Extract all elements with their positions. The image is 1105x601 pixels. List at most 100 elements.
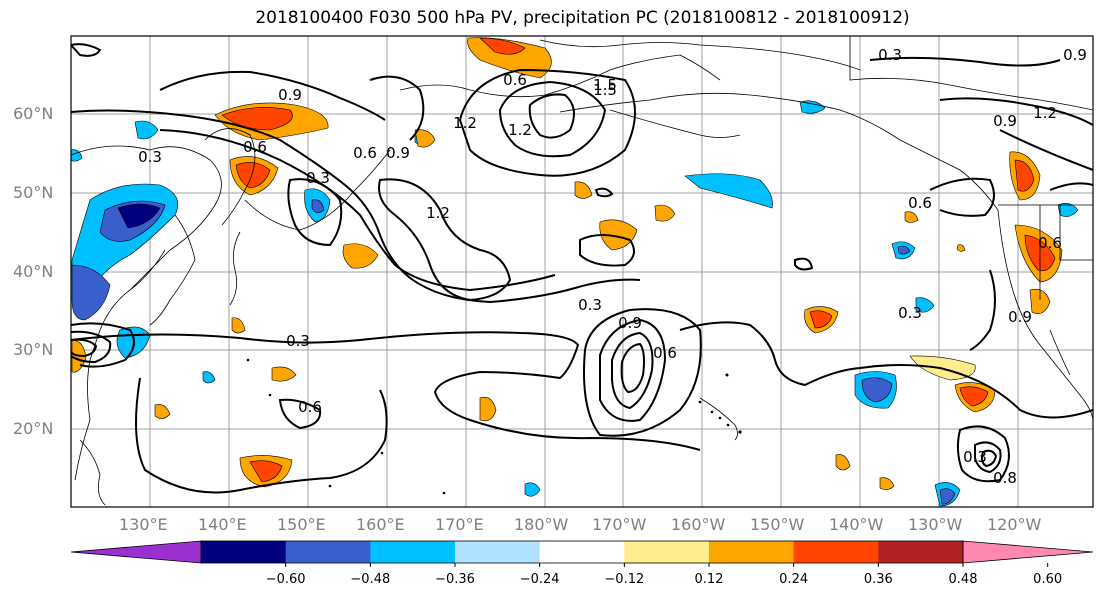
pv-contour <box>71 322 135 368</box>
contour-label: 1.2 <box>426 204 450 222</box>
contour-label: 0.9 <box>1063 46 1087 64</box>
colorbar-tick-label: −0.24 <box>519 572 560 587</box>
precip-pos-area <box>154 404 171 419</box>
colorbar-segment <box>793 541 879 563</box>
pv-contour <box>369 75 425 141</box>
contour-label: 0.3 <box>578 296 602 314</box>
pv-contour <box>794 257 814 271</box>
pv-contour <box>939 97 1093 126</box>
pv-contour <box>679 321 1093 419</box>
precip-pos-area <box>271 366 297 382</box>
longitude-label: 140°W <box>829 515 884 534</box>
contour-label: 1.2 <box>508 121 532 139</box>
contour-label: 0.3 <box>286 332 310 350</box>
precip-pos-area <box>654 204 676 222</box>
longitude-label: 120°W <box>987 515 1042 534</box>
contour-label: 0.8 <box>993 469 1017 487</box>
longitude-label: 180°W <box>514 515 569 534</box>
pv-contour <box>969 269 996 351</box>
colorbar-extend-low <box>70 540 202 564</box>
pv-contour <box>528 93 575 139</box>
precip-pos-area <box>479 37 526 55</box>
precip-neg-area <box>915 297 935 313</box>
contour-label: 0.9 <box>278 86 302 104</box>
latitude-label: 50°N <box>13 183 54 202</box>
contour-label: 1.5 <box>593 76 617 94</box>
precip-pos-area <box>599 219 638 251</box>
contour-label: 0.3 <box>963 448 987 466</box>
latitude-label: 60°N <box>13 104 54 123</box>
pv-contour <box>981 449 998 468</box>
colorbar-segment <box>709 541 795 563</box>
coastlines <box>71 36 1093 506</box>
coastline-japan <box>149 214 196 326</box>
coastline-kamchatka <box>204 128 256 226</box>
longitude-label: 130°W <box>908 515 963 534</box>
precip-negative-areas <box>71 100 1079 507</box>
contour-label: 0.3 <box>898 304 922 322</box>
coastline-asia <box>71 145 222 481</box>
latitude-label: 30°N <box>13 340 54 359</box>
coastline-arctic <box>539 39 861 71</box>
contour-label: 0.3 <box>138 148 162 166</box>
longitude-label: 130°E <box>119 515 168 534</box>
pv-contour <box>620 342 645 394</box>
colorbar-frame <box>200 540 964 564</box>
precip-neg-area <box>897 245 911 255</box>
pv-contour <box>594 187 614 198</box>
coastline-aleutians <box>609 109 741 138</box>
graticule <box>71 36 1093 507</box>
precip-neg-area <box>684 173 773 209</box>
pv-contour <box>611 331 654 410</box>
colorbar-tick-label: 0.60 <box>1033 572 1063 587</box>
precip-pos-area <box>904 211 919 223</box>
colorbar-tick-label: −0.48 <box>350 572 391 587</box>
precip-pos-area <box>1029 288 1051 314</box>
precip-pos-area <box>414 129 436 148</box>
colorbar-tick-label: 0.36 <box>863 572 893 587</box>
precip-pos-area <box>574 181 593 199</box>
pv-contour <box>71 331 701 451</box>
contour-label: 0.9 <box>993 112 1017 130</box>
pv-contour <box>498 80 607 158</box>
pv-contours <box>71 43 1093 494</box>
precip-neg-area <box>799 100 826 114</box>
contour-label: 0.9 <box>618 314 642 332</box>
longitude-label: 160°E <box>356 515 405 534</box>
longitude-label: 150°W <box>750 515 805 534</box>
longitude-label: 160°W <box>671 515 726 534</box>
contour-label: 1.2 <box>1033 104 1057 122</box>
precip-neg-area <box>311 199 325 213</box>
pv-contour <box>135 377 388 494</box>
latitude-label: 20°N <box>13 419 54 438</box>
precip-pos-area <box>231 317 246 334</box>
contour-label: 0.3 <box>306 169 330 187</box>
pv-contour <box>287 178 343 247</box>
pv-contour <box>71 109 641 304</box>
precip-positive-areas <box>71 37 1063 490</box>
colorbar-segment <box>455 541 541 563</box>
coastline-hawaii <box>699 397 738 441</box>
colorbar-tick-label: −0.12 <box>604 572 645 587</box>
precip-pos-area <box>479 396 497 422</box>
coastline-bering <box>399 54 721 98</box>
pv-contour <box>278 398 322 430</box>
contour-label: 0.6 <box>503 71 527 89</box>
pv-contour <box>579 234 635 267</box>
colorbar-segment <box>878 541 964 563</box>
longitude-label: 170°W <box>592 515 647 534</box>
border-us-canada <box>998 204 1093 300</box>
pv-contour <box>869 56 1061 67</box>
contour-label: 0.6 <box>298 398 322 416</box>
precip-pos-area <box>809 310 833 329</box>
precip-neg-area <box>117 203 161 229</box>
coastline-philippines <box>79 439 106 506</box>
pv-contour <box>956 425 1010 483</box>
coastline-alaska <box>559 92 999 211</box>
precip-pos-area <box>959 386 989 407</box>
contour-label: 1.5 <box>593 81 617 99</box>
precip-neg-area <box>134 120 159 140</box>
contour-label: 1.2 <box>453 114 477 132</box>
pv-contour <box>583 308 702 437</box>
